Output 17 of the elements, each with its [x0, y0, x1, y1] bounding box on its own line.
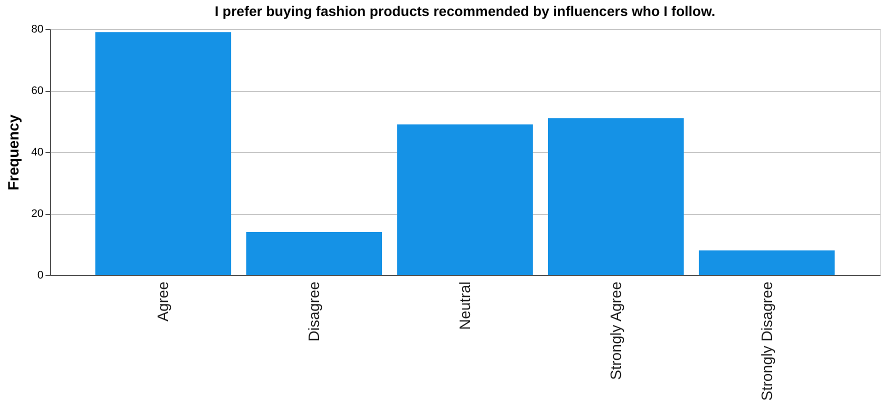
y-tick-label: 20: [31, 208, 44, 220]
bar: [698, 250, 835, 275]
y-tick-label: 40: [31, 146, 44, 158]
x-tick-label: Neutral: [457, 282, 474, 330]
x-tick-label: Disagree: [306, 282, 324, 342]
y-tick-label: 60: [31, 85, 44, 97]
y-tick-label: 80: [31, 24, 44, 36]
x-tick-label: Strongly Agree: [608, 282, 625, 380]
x-tick-label: Agree: [155, 282, 172, 322]
y-tick-label: 0: [37, 270, 44, 282]
chart-title: I prefer buying fashion products recommended by influencers who I follow.: [214, 3, 716, 19]
y-axis-title: Frequency: [5, 114, 22, 190]
bar: [548, 118, 684, 275]
bar: [246, 232, 382, 275]
bar: [397, 124, 533, 275]
x-tick-label: Strongly Disagree: [758, 282, 776, 401]
bar: [95, 32, 232, 275]
